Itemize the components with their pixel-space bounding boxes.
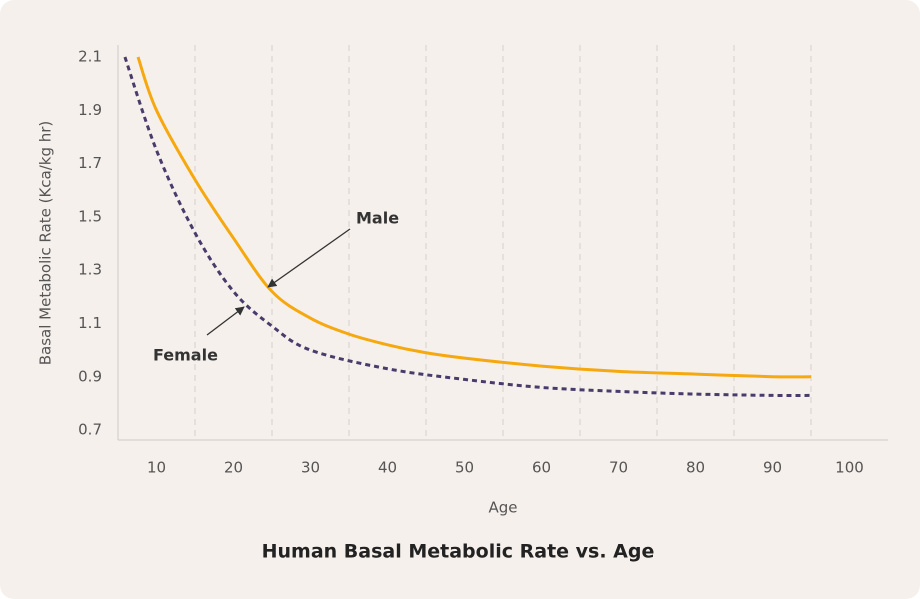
x-tick-label: 70	[609, 459, 628, 477]
x-tick-label: 100	[835, 459, 864, 477]
x-tick-label: 60	[532, 459, 551, 477]
x-tick-label: 20	[224, 459, 243, 477]
annotation-male: Male	[356, 209, 399, 228]
x-tick-label: 90	[763, 459, 782, 477]
y-tick-label: 1.7	[78, 154, 102, 172]
x-tick-label: 30	[301, 459, 320, 477]
y-tick-label: 1.3	[78, 261, 102, 279]
plot-area: 10 20 30 40 50 60 70 80 90 100 0.7 0.9 1.1 1.3 1.5 1.7 1…	[78, 45, 864, 477]
annotation-female: Female	[153, 346, 218, 365]
annotation-arrow	[206, 306, 245, 336]
y-tick-label: 1.5	[78, 207, 102, 225]
y-tick-label: 0.9	[78, 367, 102, 385]
annotation-arrow	[267, 228, 351, 288]
x-axis-label: Age	[488, 499, 517, 517]
x-tick-label: 40	[378, 459, 397, 477]
series-line	[136, 56, 812, 379]
y-tick-label: 2.1	[78, 48, 102, 66]
y-tick-label: 1.1	[78, 314, 102, 332]
series-line	[123, 56, 812, 398]
y-tick-label: 1.9	[78, 101, 102, 119]
x-tick-label: 80	[686, 459, 705, 477]
y-axis-label: Basal Metabolic Rate (Kca/kg hr)	[37, 121, 55, 366]
y-tick-label: 0.7	[78, 421, 102, 439]
chart-title: Human Basal Metabolic Rate vs. Age	[262, 541, 655, 563]
x-tick-label: 50	[455, 459, 474, 477]
x-tick-label: 10	[147, 459, 166, 477]
